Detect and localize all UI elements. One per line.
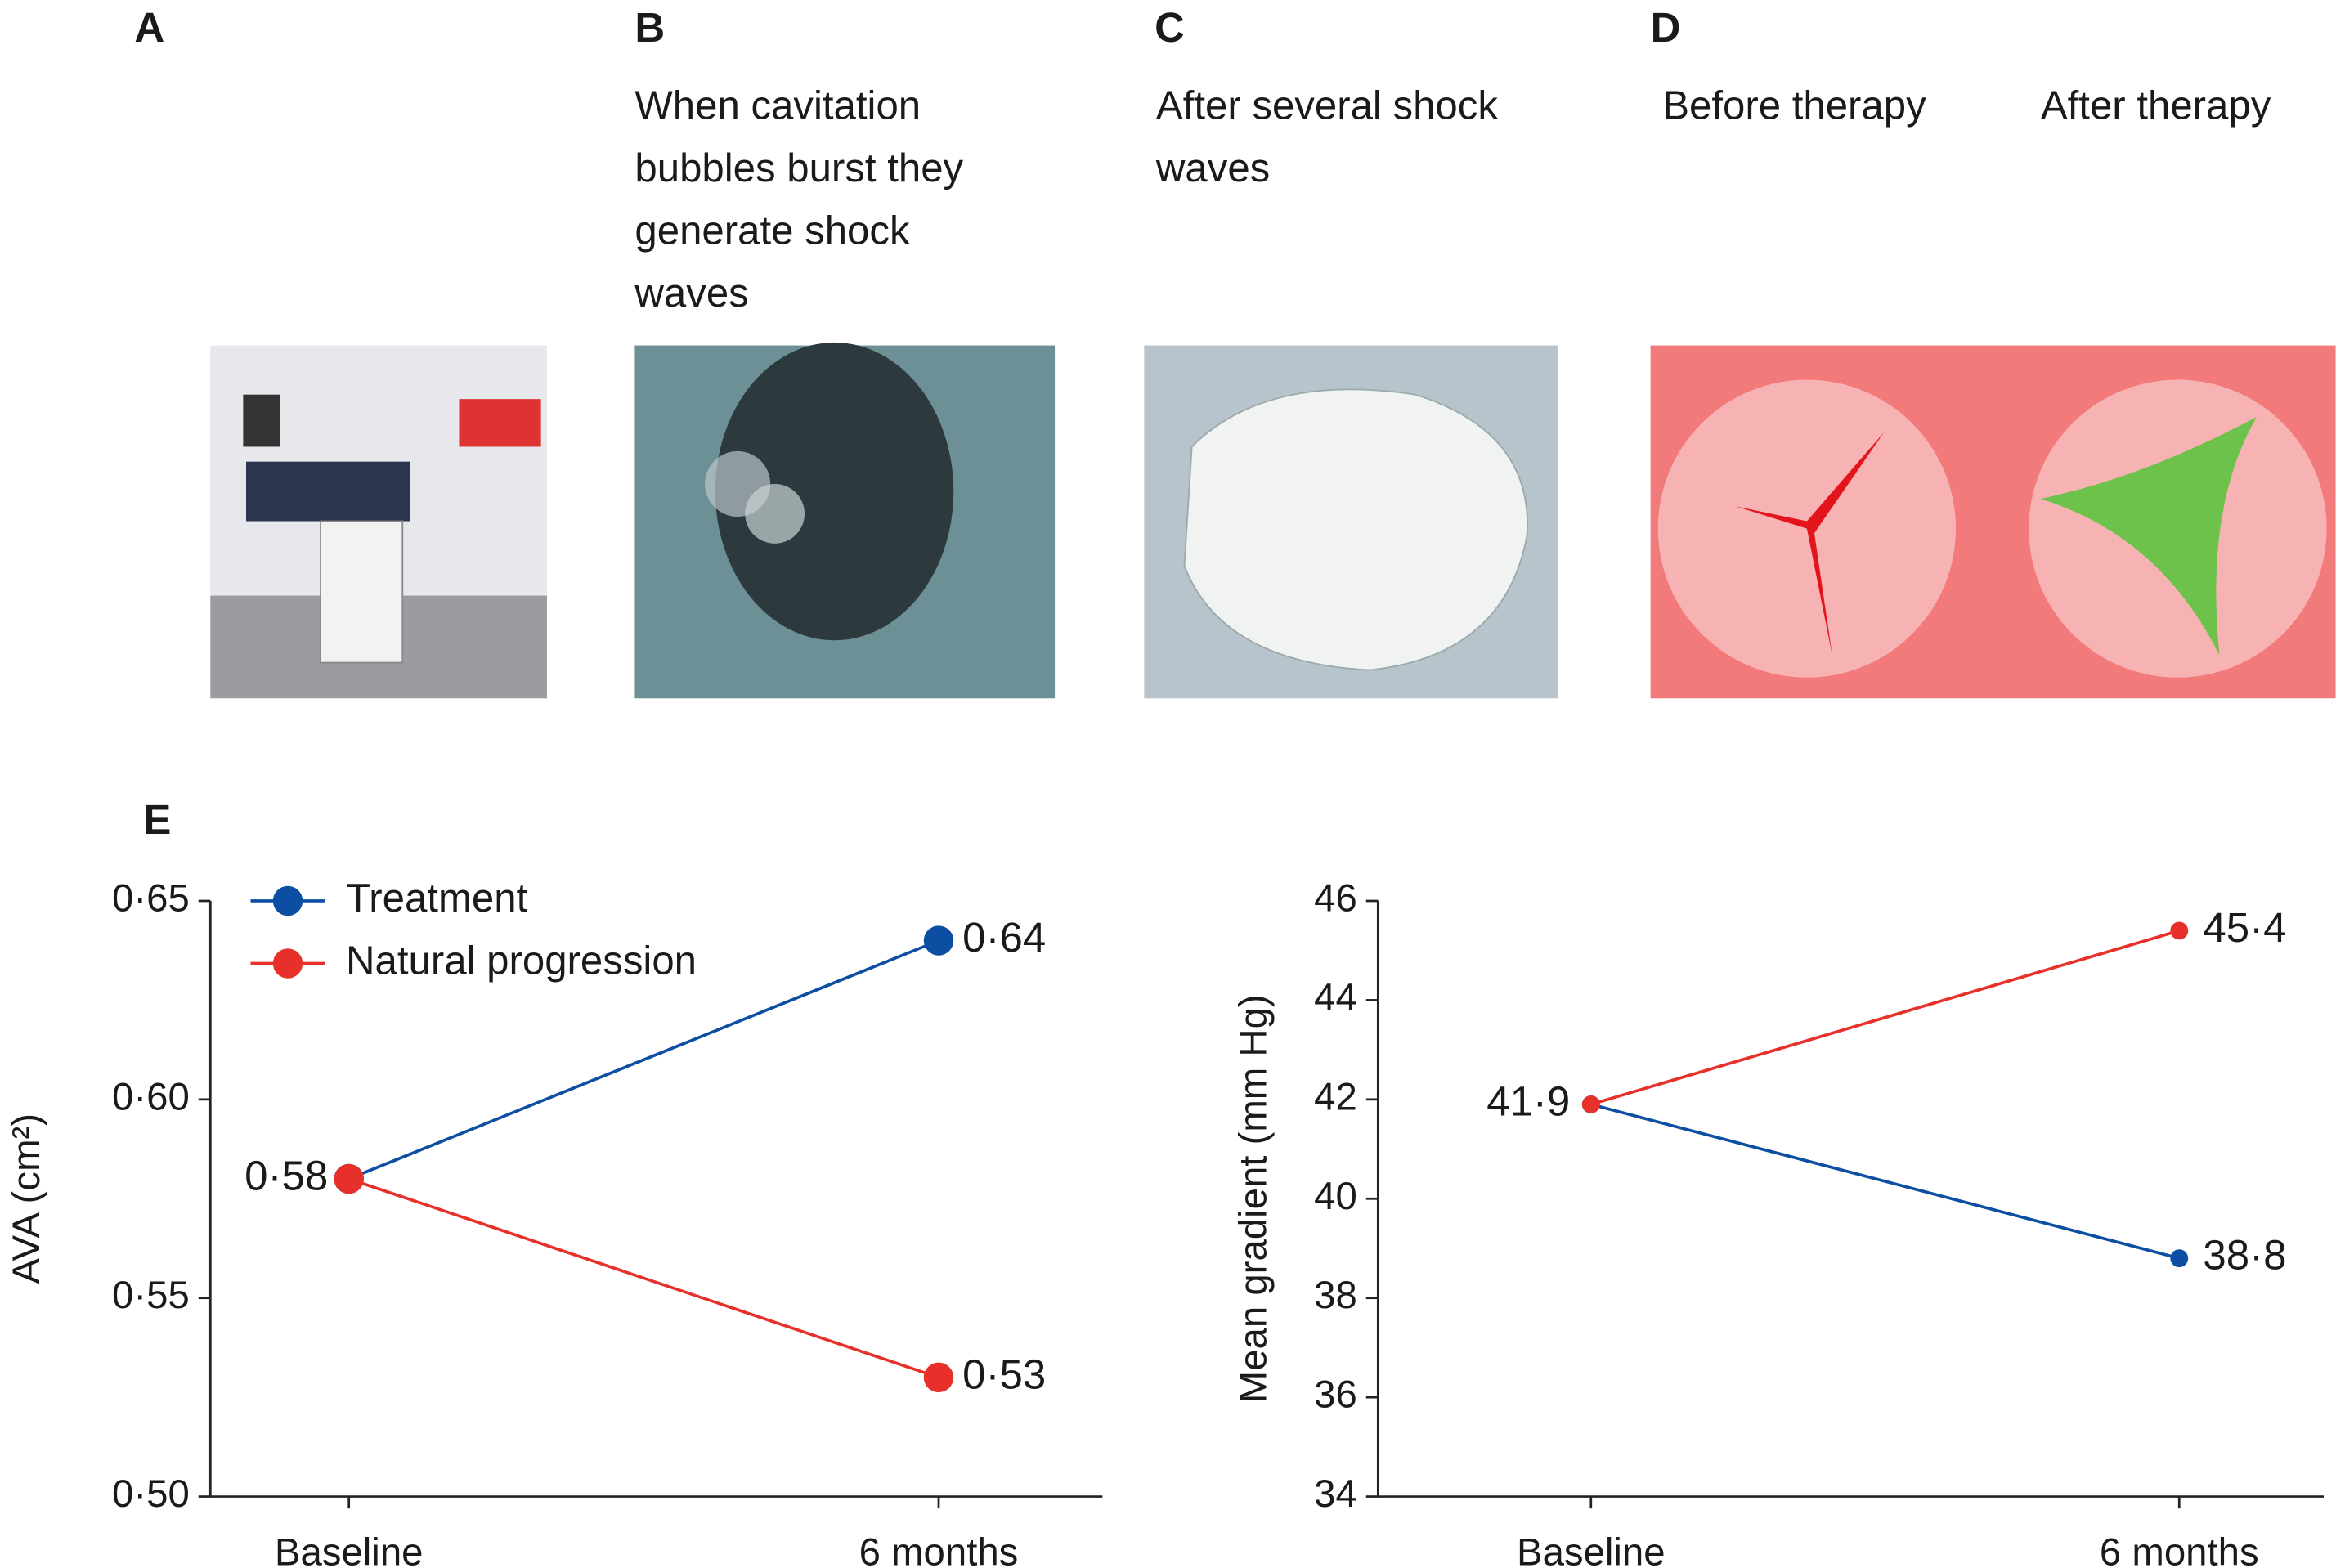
data-point (923, 1362, 954, 1393)
x-tick-label: 6 months (2100, 1530, 2259, 1568)
data-point (2170, 921, 2189, 940)
y-tick-label: 38 (1314, 1274, 1357, 1317)
series-line (1590, 929, 2180, 1106)
legend-marker (272, 885, 303, 916)
legend-label: Natural progression (346, 938, 697, 983)
data-label: 0·64 (962, 914, 1046, 961)
data-point (923, 925, 954, 956)
y-tick-label: 34 (1314, 1472, 1357, 1516)
series-line (348, 939, 939, 1180)
y-axis-label: Mean gradient (mm Hg) (1232, 994, 1276, 1403)
y-tick-label: 44 (1314, 976, 1357, 1019)
panel-label: A (134, 4, 164, 51)
y-tick-label: 46 (1314, 877, 1357, 921)
photo-valves (1650, 345, 2336, 699)
x-tick-label: Baseline (275, 1530, 424, 1568)
photo-device (210, 345, 547, 699)
y-tick-label: 0·55 (112, 1274, 190, 1317)
y-tick-label: 0·65 (112, 877, 190, 921)
data-point (334, 1163, 364, 1194)
data-label: 41·9 (1486, 1077, 1570, 1124)
caption: bubbles burst they (634, 146, 963, 190)
series-line (1590, 1103, 2180, 1260)
photo-bubbles (634, 342, 1056, 699)
data-label: 38·8 (2203, 1232, 2286, 1279)
photo-calcium (1144, 345, 1558, 699)
legend-marker (272, 948, 303, 979)
panel-label: C (1155, 4, 1185, 51)
caption: After therapy (2041, 83, 2271, 128)
y-tick-label: 42 (1314, 1075, 1357, 1118)
data-label: 0·53 (962, 1351, 1046, 1397)
y-tick-label: 36 (1314, 1373, 1357, 1417)
data-label: 45·4 (2203, 904, 2286, 951)
caption: After several shock (1156, 83, 1498, 128)
legend-label: Treatment (346, 876, 528, 921)
caption: generate shock (634, 208, 910, 253)
x-tick-label: 6 months (859, 1530, 1019, 1568)
y-tick-label: 0·60 (112, 1075, 190, 1118)
y-axis-label: AVA (cm²) (5, 1113, 48, 1284)
data-label: 0·58 (244, 1152, 328, 1198)
data-point (1581, 1095, 1600, 1113)
caption: Before therapy (1662, 83, 1926, 128)
panel-label: E (143, 796, 171, 843)
panel-label: B (634, 4, 665, 51)
series-line (348, 1177, 939, 1379)
caption: waves (1155, 146, 1270, 190)
panel-label: D (1651, 4, 1681, 51)
data-point (2170, 1249, 2189, 1268)
caption: When cavitation (634, 83, 921, 128)
y-tick-label: 0·50 (112, 1472, 190, 1516)
x-tick-label: Baseline (1517, 1530, 1666, 1568)
y-tick-label: 40 (1314, 1175, 1357, 1218)
caption: waves (634, 271, 748, 316)
